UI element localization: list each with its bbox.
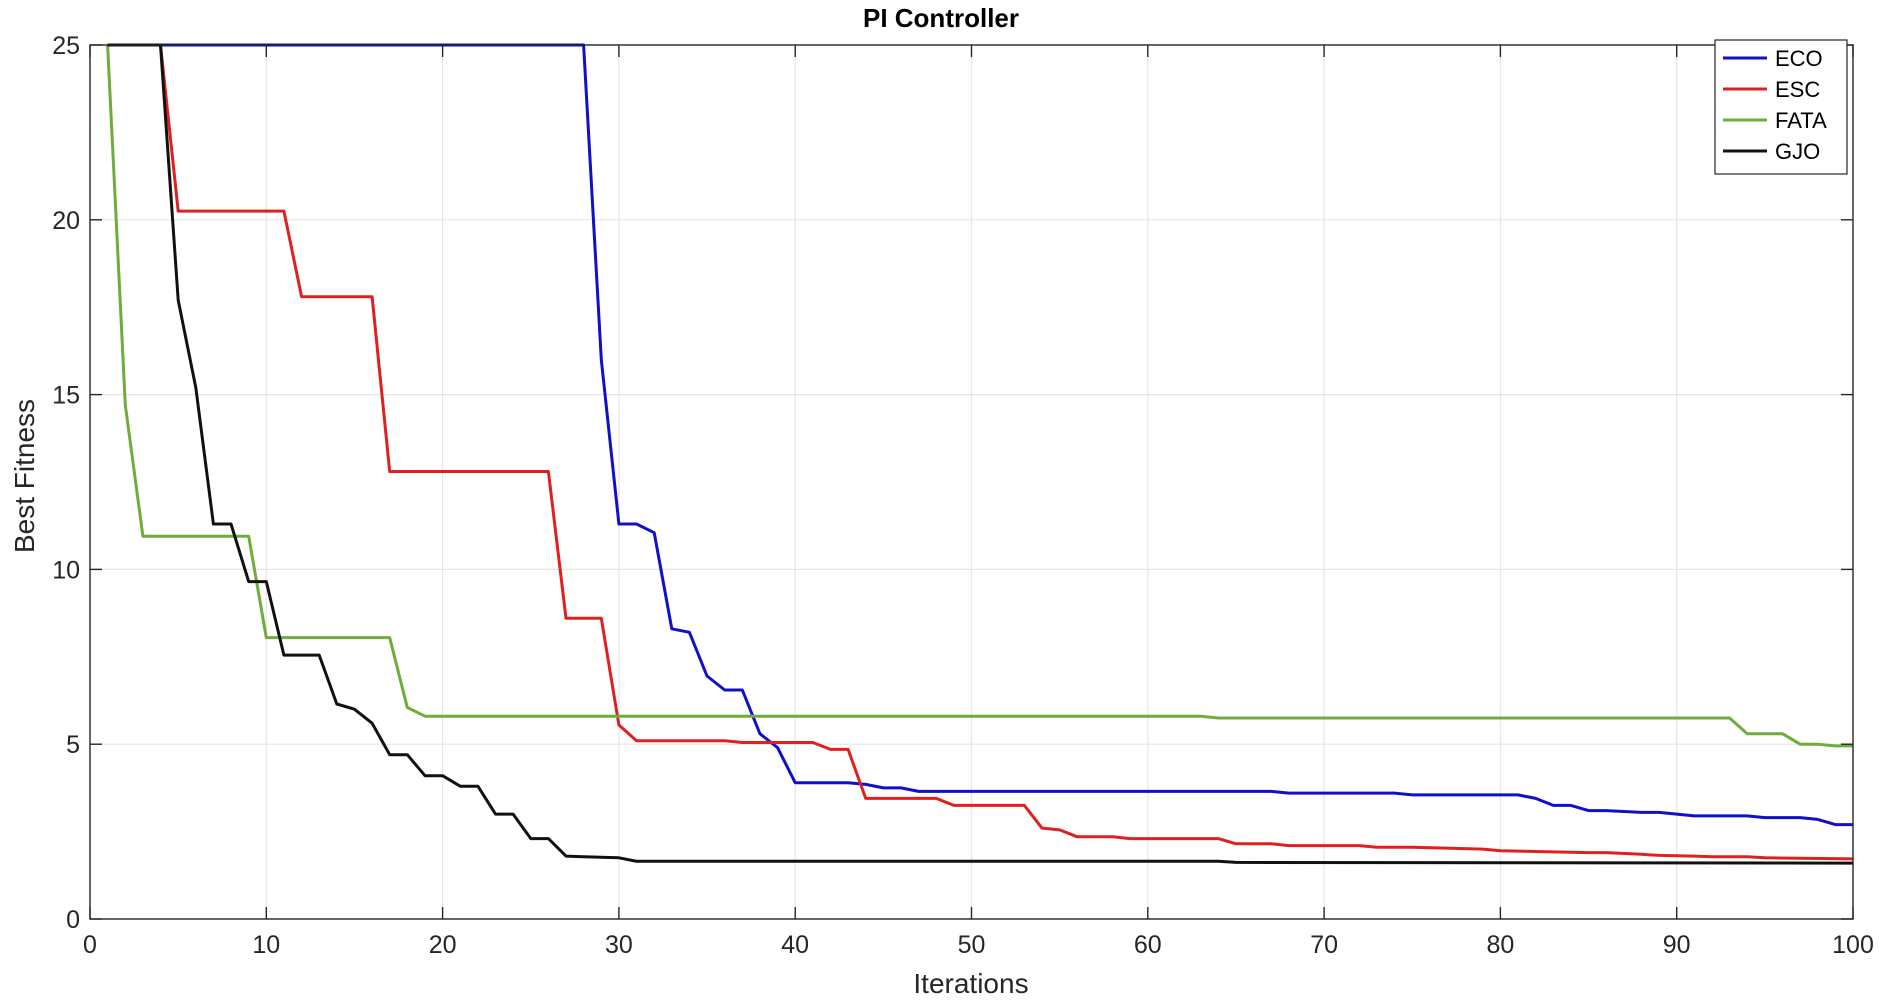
series-line-fata — [106, 44, 1853, 748]
tick-labels: 0 10 20 30 40 50 60 70 80 90 100 0 5 10 15 20 25 — [52, 32, 1874, 959]
y-tick-label: 25 — [52, 32, 80, 60]
y-tick-label: 15 — [52, 382, 80, 410]
legend-label-fata: FATA — [1775, 108, 1827, 133]
legend-label-gjo: GJO — [1775, 139, 1820, 164]
x-tick-label: 30 — [605, 931, 633, 959]
x-tick-label: 40 — [781, 931, 809, 959]
axes — [89, 44, 1854, 920]
series-line-gjo — [107, 43, 1854, 865]
x-tick-label: 70 — [1310, 931, 1338, 959]
y-tick-label: 5 — [66, 731, 80, 759]
y-tick-label: 20 — [52, 207, 80, 235]
y-axis-label: Best Fitness — [9, 399, 40, 553]
y-tick-label: 10 — [52, 556, 80, 584]
x-tick-label: 100 — [1832, 931, 1874, 959]
x-tick-label: 20 — [429, 931, 457, 959]
series-layer — [106, 43, 1854, 865]
x-tick-label: 90 — [1663, 931, 1691, 959]
y-tick-label: 0 — [66, 906, 80, 934]
x-tick-label: 50 — [958, 931, 986, 959]
grid — [90, 45, 1853, 919]
x-tick-label: 0 — [83, 931, 97, 959]
chart-title: PI Controller — [863, 3, 1019, 33]
x-tick-label: 10 — [252, 931, 280, 959]
legend: ECO ESC FATA GJO — [1714, 39, 1848, 175]
series-line-esc — [107, 43, 1854, 861]
x-tick-label: 80 — [1486, 931, 1514, 959]
legend-label-esc: ESC — [1775, 77, 1820, 102]
legend-label-eco: ECO — [1775, 46, 1823, 71]
series-line-eco — [107, 43, 1853, 827]
x-axis-label: Iterations — [913, 968, 1028, 999]
x-tick-label: 60 — [1134, 931, 1162, 959]
